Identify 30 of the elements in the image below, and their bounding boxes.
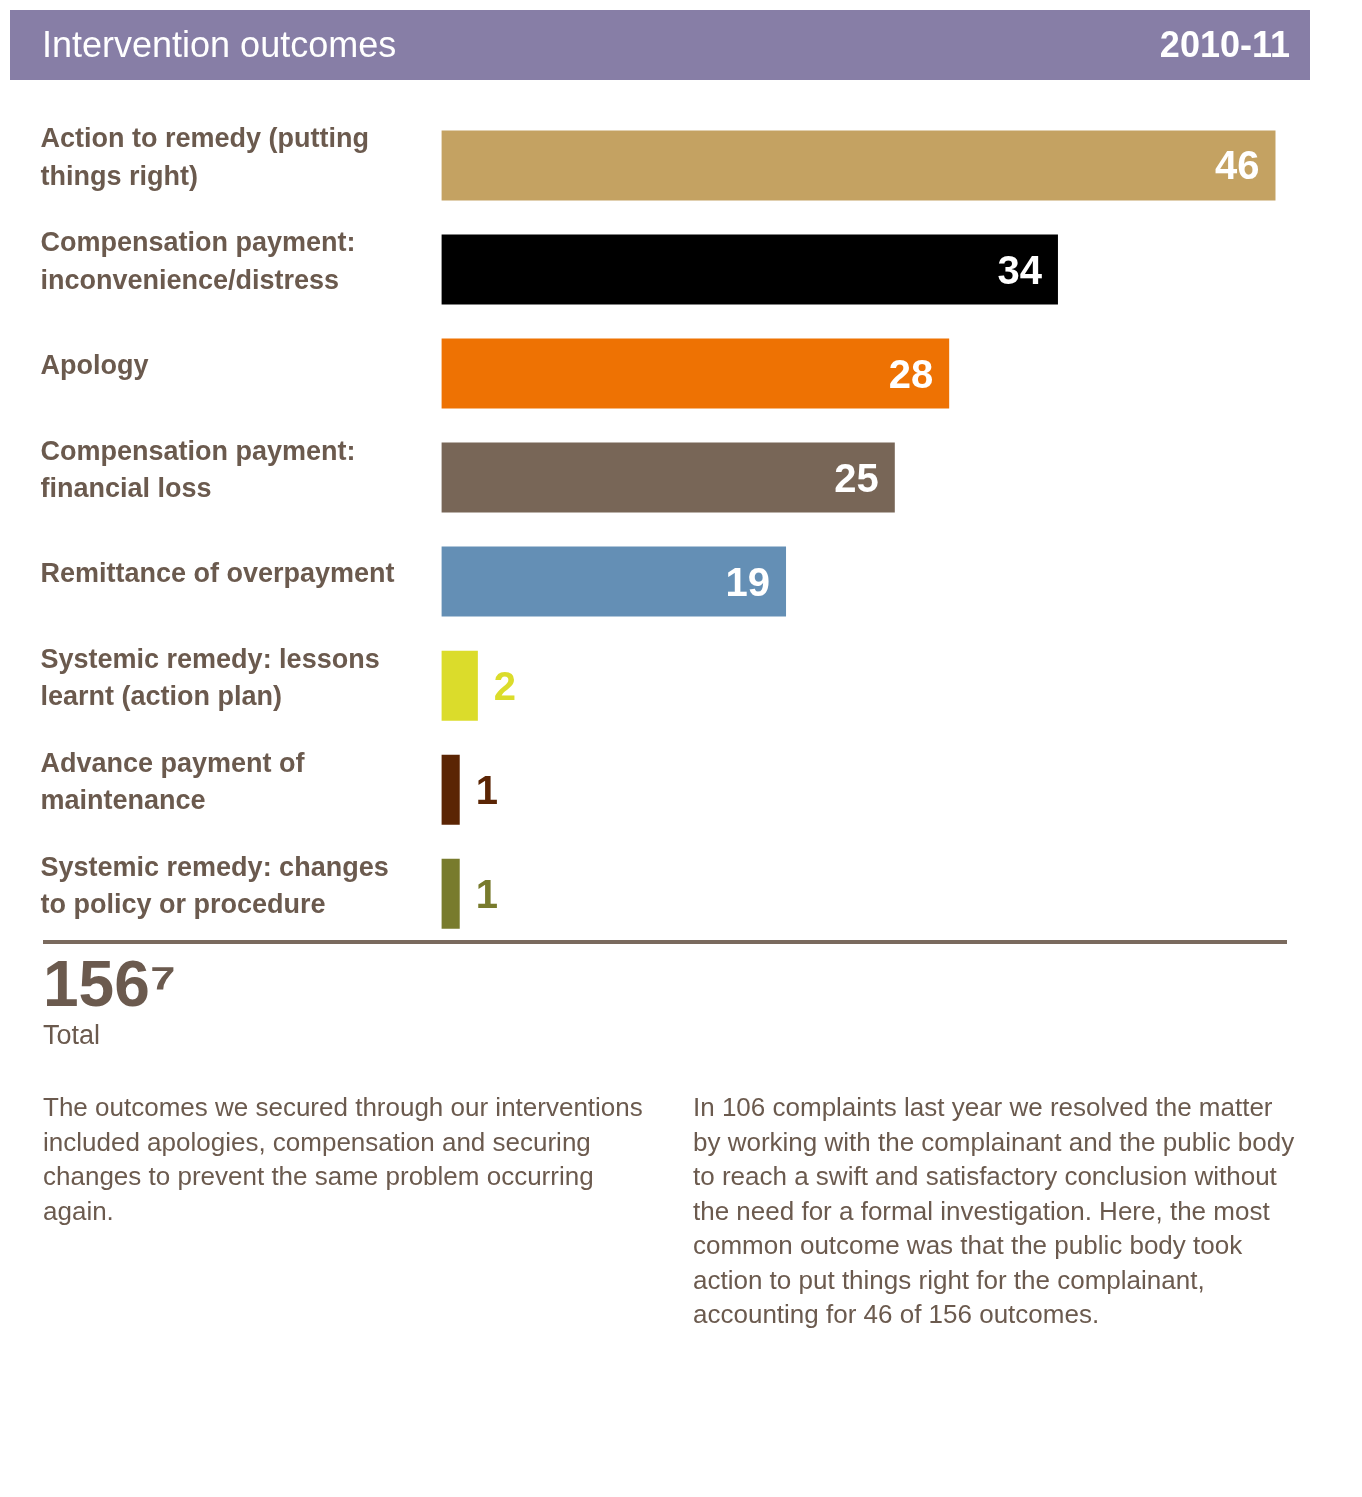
- data-label: 1: [475, 767, 498, 812]
- y-tick-label: Apology: [40, 350, 149, 381]
- text: In 106 complaints last year we resolved the matter by working with the complainant and the public body to reach a swift and satisfactory conclusion without the need for a formal investigation. Here, the most common outcome was that the public body took action to put things right for the complainant, accounting for 46 of 156 outcomes.: [693, 1091, 1296, 1332]
- data-label: 1: [475, 871, 498, 916]
- bar: [441, 650, 478, 721]
- y-tick-label: Systemic remedy: changes to policy or procedure: [40, 851, 389, 920]
- bar: [441, 858, 460, 929]
- data-label: 46: [1215, 143, 1260, 188]
- chart-subtitle: 2010-11: [1159, 23, 1290, 68]
- y-tick-label: Compensation payment: financial loss: [40, 435, 356, 503]
- bar: [441, 442, 895, 513]
- y-tick-label: Remittance of overpayment: [40, 558, 395, 589]
- chart-title: Intervention outcomes: [42, 23, 397, 68]
- y-tick-label: Action to remedy (putting things right): [40, 123, 369, 191]
- y-tick-label: Compensation payment: inconvenience/distress: [40, 227, 356, 295]
- bar: [441, 338, 950, 409]
- text: 156⁷: [43, 948, 178, 1020]
- data-label: 25: [834, 455, 879, 500]
- bar: [441, 234, 1058, 305]
- text: The outcomes we secured through our interventions included apologies, compensation and securing changes to prevent the same problem occurring again.: [43, 1091, 644, 1228]
- bar: [441, 754, 460, 825]
- text: Total: [43, 1019, 102, 1052]
- bar: [441, 130, 1276, 201]
- data-label: 19: [725, 559, 771, 604]
- y-tick-label: Systemic remedy: lessons learnt (action plan): [40, 643, 380, 712]
- data-label: 34: [997, 247, 1043, 292]
- y-tick-label: Advance payment of maintenance: [40, 747, 306, 816]
- data-label: 28: [888, 351, 934, 396]
- bar: [441, 546, 787, 617]
- data-label: 2: [493, 663, 517, 708]
